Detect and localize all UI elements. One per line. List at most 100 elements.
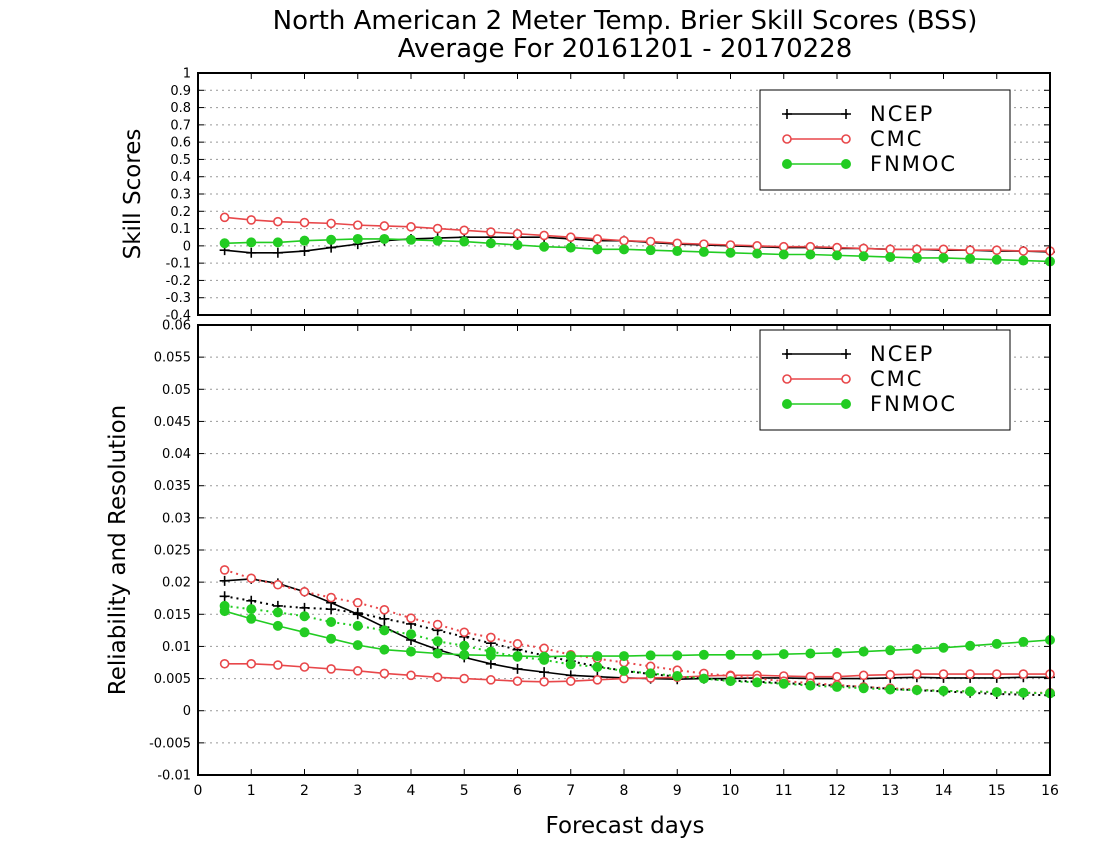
data-point — [1018, 687, 1029, 698]
data-point — [299, 217, 310, 228]
data-point — [486, 632, 496, 643]
data-point — [273, 579, 283, 590]
data-point — [539, 643, 549, 654]
data-point — [219, 658, 230, 669]
bottom-ytick-label: 0.06 — [162, 319, 191, 334]
data-point — [645, 245, 656, 256]
data-point — [326, 234, 337, 245]
data-point — [539, 676, 549, 687]
bottom-ytick-label: 0.035 — [154, 479, 191, 494]
legend-marker — [841, 159, 851, 169]
data-point — [352, 597, 363, 608]
data-point — [299, 235, 310, 246]
data-point — [938, 685, 949, 696]
data-point — [512, 651, 523, 662]
data-point — [832, 671, 842, 682]
legend-label-fnmoc: FNMOC — [870, 152, 957, 176]
bottom-xtick-label: 16 — [1041, 783, 1059, 799]
data-point — [991, 669, 1002, 679]
data-point — [219, 591, 230, 602]
data-point — [752, 649, 763, 660]
bottom-xtick-label: 15 — [988, 783, 1006, 799]
data-point — [885, 645, 896, 656]
bottom-ytick-label: 0.04 — [162, 447, 191, 462]
data-point — [619, 244, 629, 255]
data-point — [485, 658, 496, 669]
legend-label-fnmoc: FNMOC — [870, 392, 957, 416]
bottom-xtick-label: 4 — [407, 783, 416, 799]
legend-label-cmc: CMC — [870, 127, 923, 151]
data-point — [539, 667, 550, 678]
x-axis-label: Forecast days — [546, 813, 705, 839]
data-point — [219, 600, 230, 611]
data-point — [645, 668, 656, 679]
top-ytick-label: 0.2 — [170, 205, 191, 220]
data-point — [672, 671, 683, 681]
top-ytick-label: 0.9 — [170, 84, 191, 99]
top-plot-frame — [197, 72, 1051, 316]
data-point — [858, 646, 869, 657]
data-point — [246, 613, 257, 624]
bottom-plot-frame — [197, 324, 1051, 776]
data-point — [379, 668, 390, 679]
bottom-series-ncep-dotted — [219, 591, 1055, 701]
data-point — [432, 672, 443, 683]
data-point — [486, 675, 496, 685]
series-line — [224, 604, 1051, 695]
data-point — [326, 604, 337, 615]
data-point — [592, 234, 603, 244]
data-point — [565, 651, 576, 662]
data-point — [1018, 669, 1029, 679]
bottom-xtick-label: 14 — [935, 783, 953, 799]
legend-label-ncep: NCEP — [870, 342, 934, 366]
data-point — [565, 676, 576, 686]
data-point — [991, 687, 1002, 698]
data-point — [619, 651, 629, 662]
data-point — [406, 613, 416, 623]
series-line — [224, 595, 1051, 697]
data-point — [938, 669, 949, 679]
data-point — [379, 233, 390, 244]
bottom-y-axis-label: Reliability and Resolution — [105, 405, 131, 695]
data-point — [352, 640, 363, 651]
data-point — [858, 670, 869, 681]
data-point — [246, 658, 257, 669]
data-point — [672, 246, 683, 257]
data-point — [219, 212, 230, 223]
data-point — [911, 644, 922, 654]
data-point — [352, 666, 363, 676]
data-point — [379, 644, 390, 655]
data-point — [379, 613, 390, 624]
data-point — [725, 649, 736, 660]
data-point — [778, 249, 789, 260]
data-point — [619, 235, 629, 246]
legend-marker — [782, 349, 792, 359]
data-point — [592, 244, 603, 255]
data-point — [512, 676, 523, 686]
data-point — [352, 220, 363, 230]
top-ytick-label: 0 — [183, 239, 191, 254]
bottom-ytick-label: 0.015 — [154, 608, 191, 623]
data-point — [432, 619, 443, 630]
top-ytick-label: 0.7 — [170, 118, 191, 133]
legend-marker — [782, 374, 792, 384]
data-point — [911, 252, 922, 263]
bottom-xtick-label: 3 — [353, 783, 362, 799]
data-point — [1018, 246, 1029, 256]
bottom-ytick-label: 0.055 — [154, 351, 191, 366]
data-point — [485, 646, 496, 657]
series-line — [224, 578, 1050, 681]
data-point — [965, 245, 975, 255]
data-point — [832, 250, 842, 261]
data-point — [299, 611, 310, 622]
data-point — [459, 649, 470, 660]
data-point — [912, 244, 922, 255]
data-point — [406, 222, 416, 232]
data-point — [805, 648, 816, 659]
data-point — [299, 586, 310, 597]
data-point — [725, 247, 736, 258]
bottom-xtick-label: 7 — [566, 783, 575, 799]
bottom-ytick-label: 0 — [183, 704, 191, 719]
bottom-ytick-label: 0.005 — [154, 672, 191, 687]
